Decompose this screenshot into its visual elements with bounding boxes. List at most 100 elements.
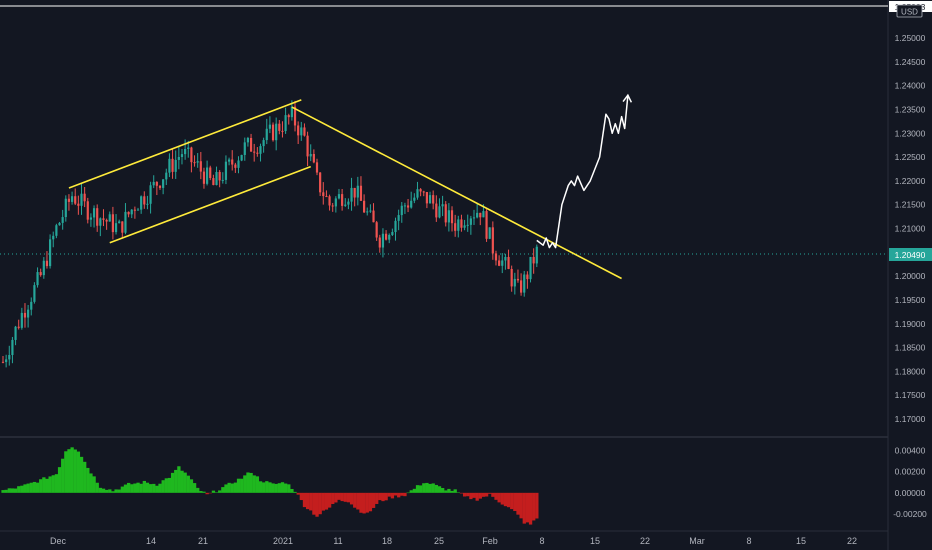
- price-tick-label: 1.24500: [895, 57, 926, 67]
- histogram-bar: [95, 482, 99, 493]
- candle: [416, 181, 419, 200]
- candles-layer: [1, 100, 538, 368]
- candle: [535, 244, 538, 268]
- trendline-descending-resistance[interactable]: [291, 106, 622, 280]
- histogram-bar: [293, 491, 297, 493]
- candle: [325, 190, 328, 198]
- histogram-bar: [218, 490, 222, 493]
- candle-body: [199, 161, 202, 172]
- time-axis[interactable]: Dec 14 21 2021 11 18 25 Feb 8 15 22 Mar 8 15 22: [50, 536, 857, 546]
- histogram-bar: [500, 492, 504, 505]
- price-tick-label: 1.25000: [895, 33, 926, 43]
- candle: [375, 220, 378, 241]
- histogram-bar: [299, 492, 303, 501]
- histogram-bar: [459, 492, 464, 494]
- histogram-bar: [309, 492, 313, 511]
- candle: [438, 198, 441, 219]
- histogram-bar: [462, 492, 467, 497]
- histogram-bar: [419, 485, 423, 493]
- candle: [246, 136, 250, 147]
- trendline-channel-lower[interactable]: [109, 165, 312, 244]
- histogram-bar: [183, 472, 187, 493]
- histogram-bar: [252, 475, 256, 493]
- candle: [193, 155, 196, 167]
- histogram-bar: [48, 476, 52, 493]
- candle: [64, 195, 67, 222]
- candle-body: [64, 198, 67, 218]
- candle-body: [202, 171, 206, 184]
- candle-body: [143, 196, 146, 205]
- candle: [315, 158, 319, 176]
- candle-body: [359, 185, 363, 201]
- candle: [356, 176, 359, 206]
- candle-body: [262, 140, 265, 147]
- candle: [284, 107, 287, 134]
- candle: [369, 204, 372, 213]
- candle-body: [325, 196, 328, 198]
- candle: [425, 192, 428, 209]
- candle-body: [20, 312, 23, 328]
- candle: [447, 203, 450, 232]
- histogram-bar: [368, 492, 373, 512]
- candle: [504, 253, 507, 270]
- histogram-bar: [513, 492, 517, 512]
- histogram-bar: [4, 489, 8, 493]
- candle-body: [363, 200, 366, 213]
- candle: [96, 204, 99, 232]
- candle: [199, 151, 202, 180]
- projection-layer[interactable]: [536, 93, 633, 249]
- candle: [485, 209, 488, 242]
- histogram-bar: [390, 492, 395, 499]
- price-axis[interactable]: 1.25000 1.24500 1.24000 1.23500 1.23000 1.225…: [895, 33, 926, 424]
- candle: [61, 209, 64, 230]
- candle: [30, 297, 33, 316]
- candle-body: [92, 208, 96, 218]
- histogram-bar: [302, 492, 307, 508]
- candle: [403, 202, 407, 214]
- histogram-bar: [148, 484, 153, 493]
- candle-body: [391, 232, 394, 235]
- candle: [297, 121, 300, 145]
- oscillator-tick-label: 0.00000: [895, 488, 926, 498]
- candle: [253, 143, 256, 162]
- candle-body: [33, 285, 36, 302]
- histogram-bar: [516, 492, 520, 515]
- candle: [391, 228, 394, 237]
- histogram-bar: [384, 492, 388, 501]
- candle: [67, 194, 71, 211]
- oscillator-axis[interactable]: 0.00400 0.00200 0.00000 -0.00200: [893, 446, 927, 520]
- candle-body: [124, 211, 127, 233]
- currency-badge[interactable]: [896, 4, 923, 18]
- candle-body: [36, 272, 39, 286]
- histogram-bar: [506, 492, 511, 508]
- candle-body: [14, 326, 17, 340]
- time-tick-label: 15: [590, 536, 600, 546]
- projection-path[interactable]: [536, 95, 629, 249]
- histogram-bar: [158, 483, 162, 493]
- candle-body: [42, 260, 45, 276]
- histogram-bar: [180, 470, 184, 493]
- candle: [488, 227, 491, 240]
- candle: [130, 209, 133, 219]
- candle: [287, 113, 290, 125]
- candle: [381, 228, 385, 258]
- time-tick-label: 21: [198, 536, 208, 546]
- histogram-bar: [196, 487, 200, 493]
- histogram-bar: [532, 492, 536, 521]
- histogram-bar: [375, 492, 379, 504]
- candle-body: [11, 339, 14, 356]
- candle-body: [309, 154, 312, 157]
- candle: [513, 272, 516, 295]
- histogram-bar: [42, 477, 46, 493]
- candle: [523, 270, 526, 297]
- trendlines-layer[interactable]: [68, 99, 622, 280]
- candle: [133, 206, 136, 219]
- candle-body: [410, 200, 413, 208]
- histogram-bar: [73, 449, 77, 493]
- candle: [102, 209, 105, 227]
- histogram-bar: [356, 492, 360, 510]
- candle-body: [312, 154, 315, 163]
- histogram-bar: [422, 483, 426, 493]
- trendline-channel-upper[interactable]: [68, 99, 302, 189]
